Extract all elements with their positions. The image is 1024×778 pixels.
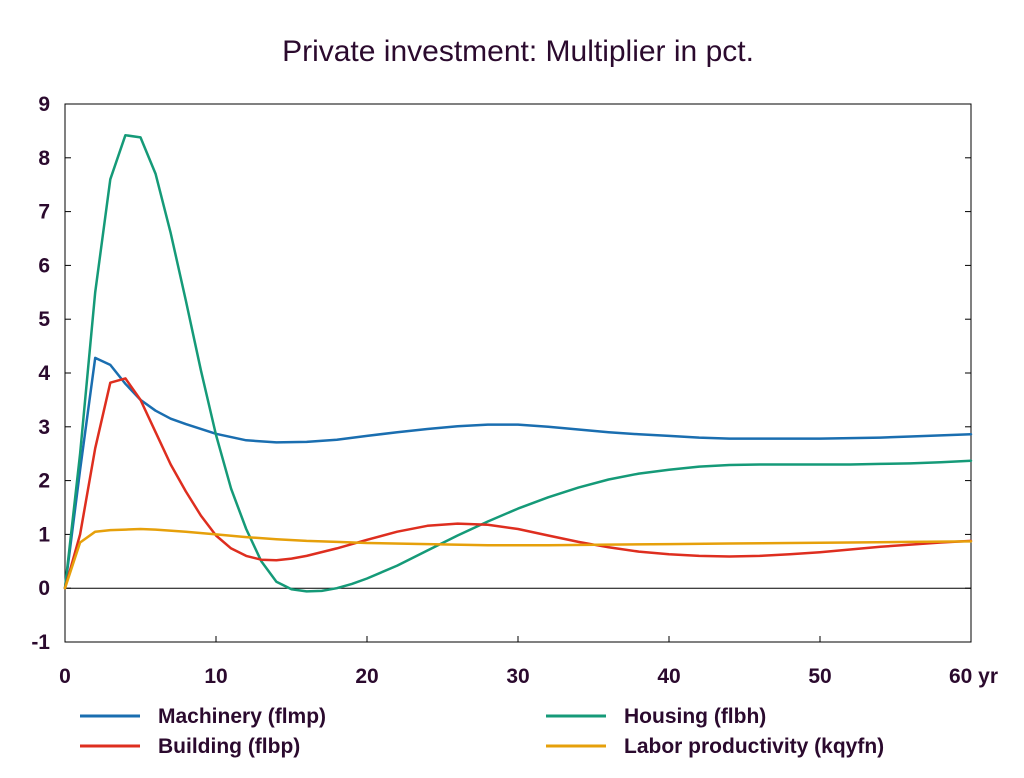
series-line-1: [63, 356, 973, 590]
legend-label: Machinery (flmp): [158, 705, 326, 728]
legend-item-3: Building (flbp): [80, 735, 300, 758]
y-tick-label: 1: [38, 523, 50, 546]
axes: -1 0 1 2 3 4 5 6 7 8 9 0 10 20 30 40 50 60 yr: [31, 93, 998, 688]
legend-label: Housing (flbh): [624, 705, 766, 728]
x-tick-label: 40: [657, 665, 680, 688]
y-tick-label: 9: [38, 93, 50, 116]
legend-label: Building (flbp): [158, 735, 300, 758]
y-tick-label: 0: [38, 577, 50, 600]
series-line-4: [63, 527, 973, 590]
legend-label: Labor productivity (kqyfn): [624, 735, 884, 758]
series-line-3: [63, 377, 973, 590]
y-tick-label: 5: [38, 308, 50, 331]
y-tick-label: 8: [38, 147, 50, 170]
x-tick-label: 10: [204, 665, 227, 688]
legend-item-2: Housing (flbh): [546, 705, 766, 728]
series-line-2: [63, 133, 973, 593]
x-tick-label: 60 yr: [949, 665, 998, 688]
chart-title: Private investment: Multiplier in pct.: [282, 35, 754, 68]
legend: Machinery (flmp) Housing (flbh) Building (…: [80, 705, 884, 758]
y-tick-label: 6: [38, 254, 50, 277]
y-tick-label: 2: [38, 470, 50, 493]
y-tick-label: -1: [31, 631, 50, 654]
x-tick-label: 30: [506, 665, 529, 688]
y-tick-label: 3: [38, 416, 50, 439]
legend-item-4: Labor productivity (kqyfn): [546, 735, 884, 758]
x-tick-label: 0: [59, 665, 71, 688]
legend-item-1: Machinery (flmp): [80, 705, 326, 728]
series-lines: [63, 133, 973, 593]
y-tick-label: 7: [38, 201, 50, 224]
x-tick-label: 50: [808, 665, 831, 688]
x-tick-label: 20: [355, 665, 378, 688]
y-tick-label: 4: [38, 362, 50, 385]
